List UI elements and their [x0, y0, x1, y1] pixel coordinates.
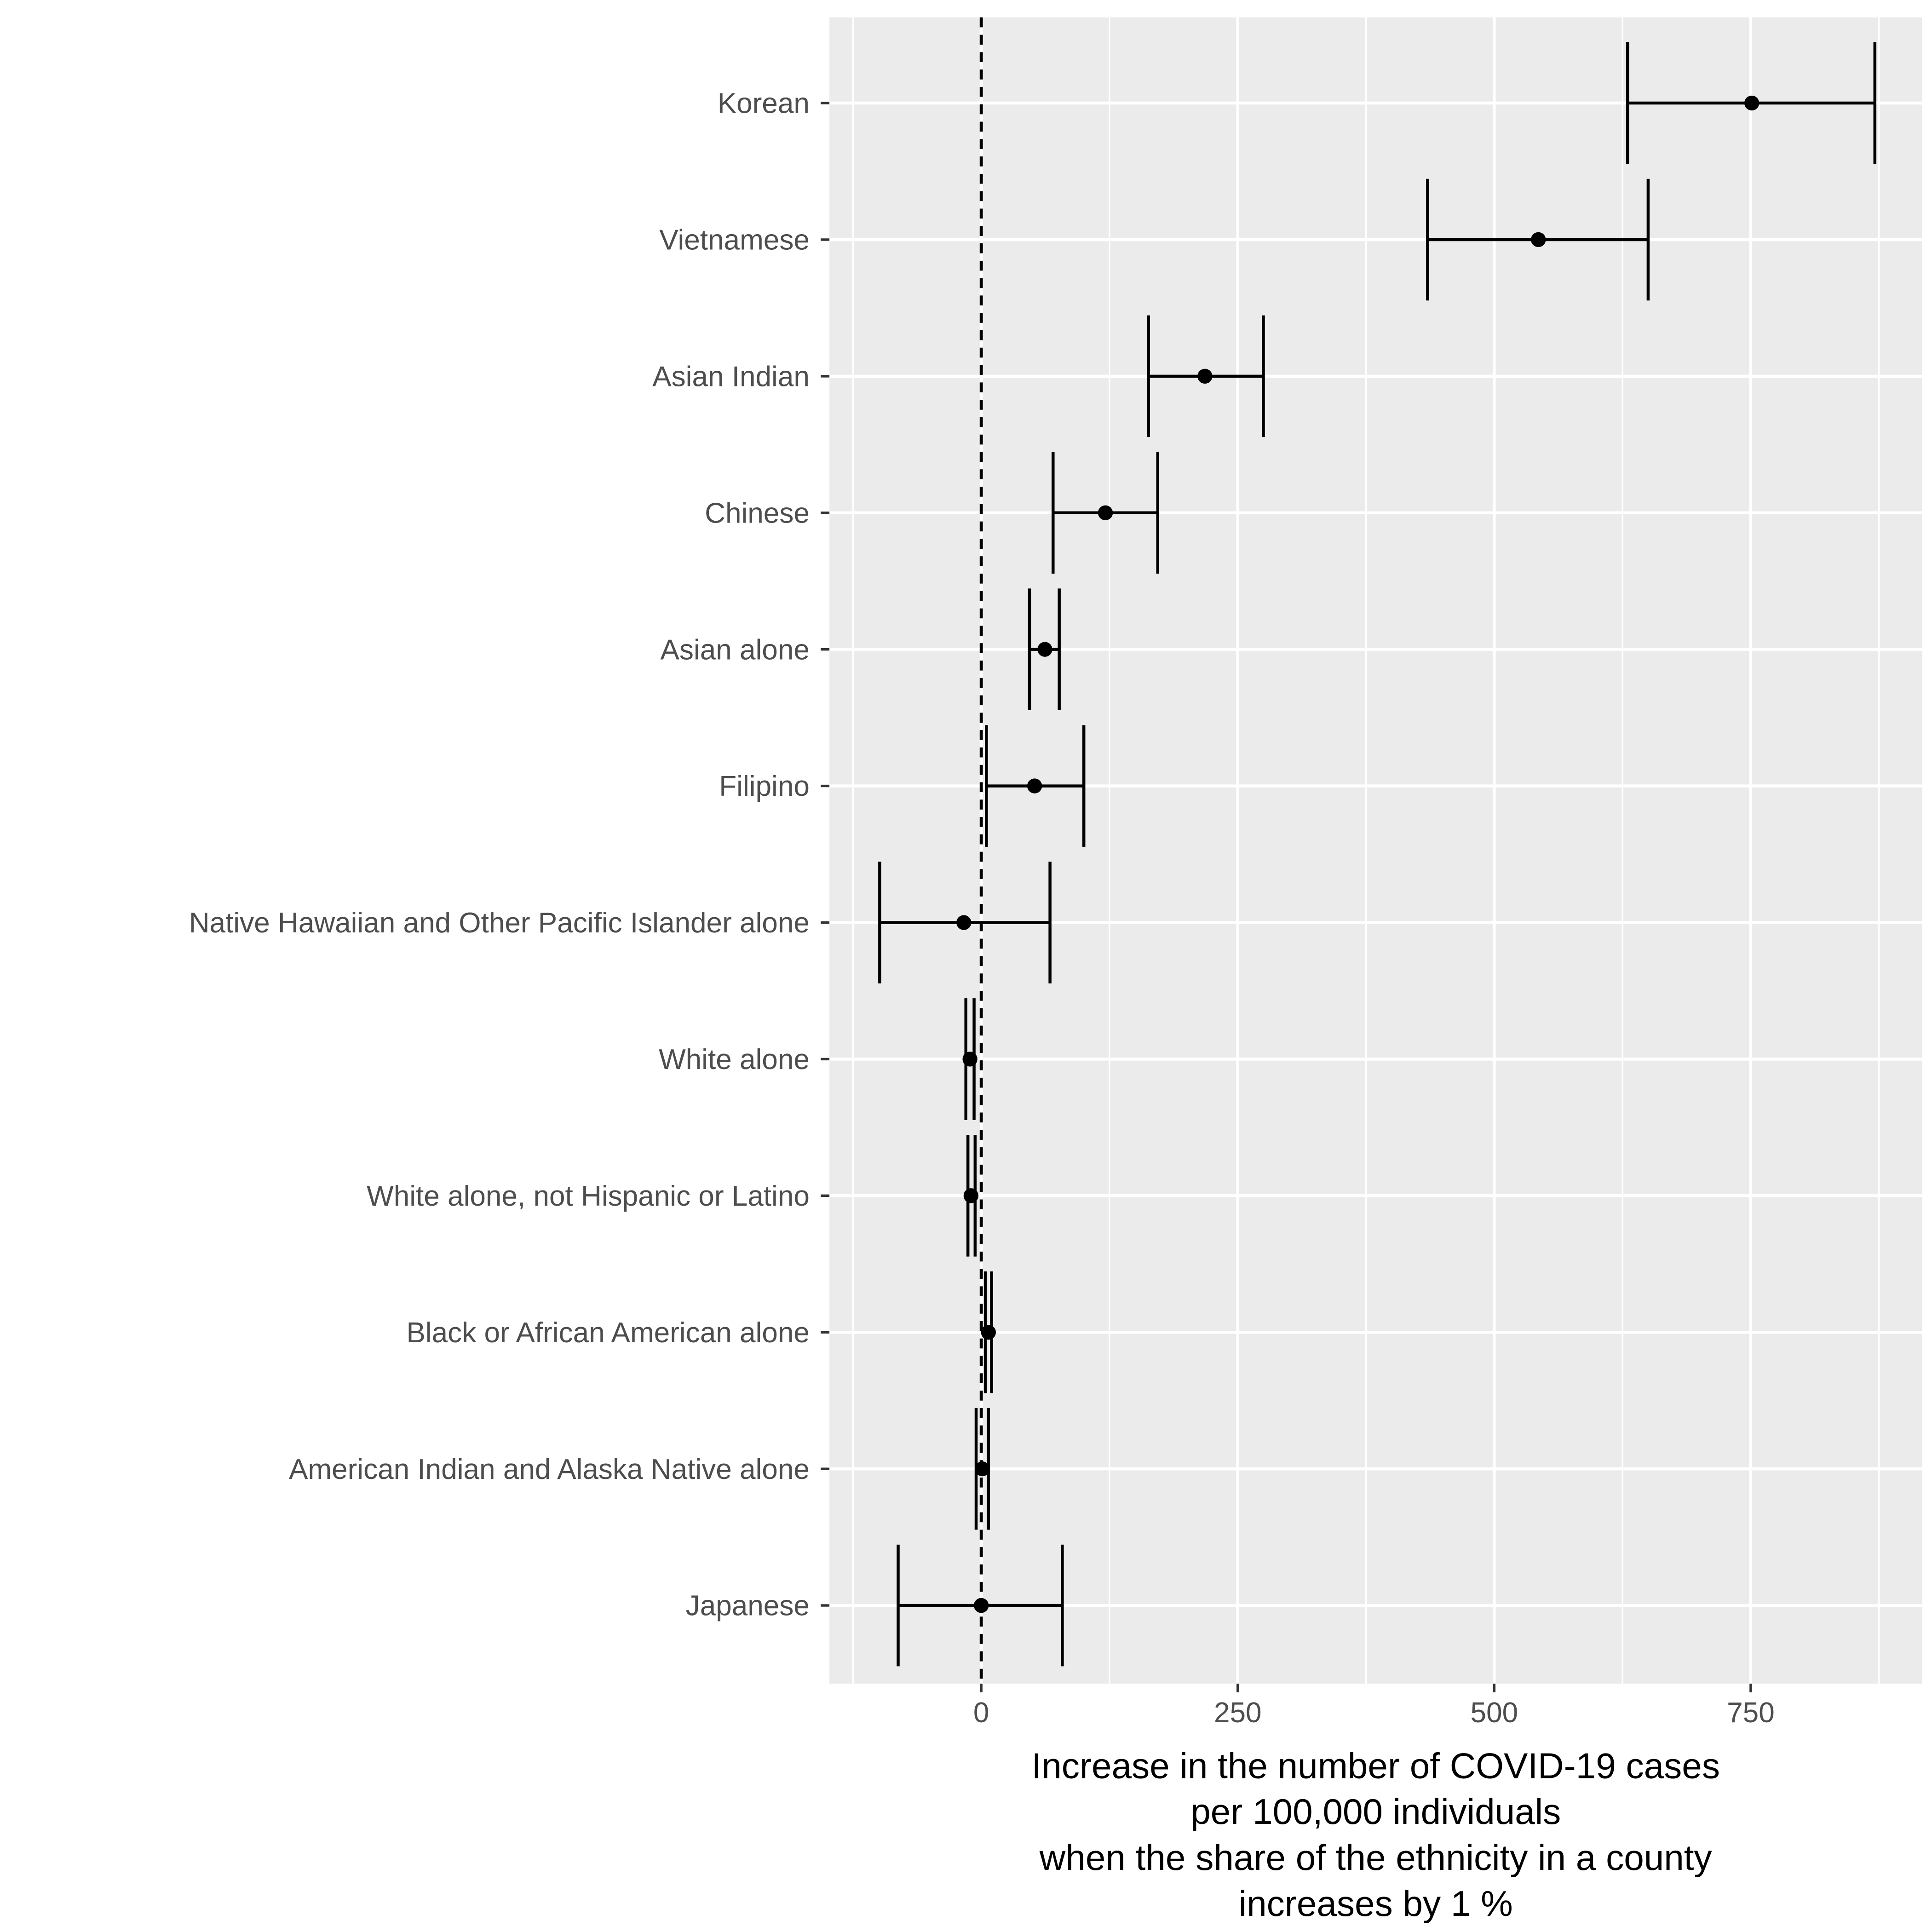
estimate-black-or-african-american-alone — [981, 1271, 996, 1393]
point-estimate — [1098, 505, 1113, 520]
x-axis-title-line-3: when the share of the ethnicity in a cou… — [1039, 1837, 1712, 1878]
estimate-asian-alone — [1028, 588, 1061, 710]
y-axis: Korean Vietnamese Asian Indian Chinese Asian… — [189, 88, 830, 1622]
x-tick-label: 750 — [1727, 1697, 1775, 1729]
estimates — [878, 42, 1877, 1667]
point-estimate — [963, 1188, 979, 1203]
y-tick-label: White alone — [659, 1044, 810, 1075]
estimate-asian-indian — [1147, 315, 1265, 437]
estimate-vietnamese — [1426, 178, 1650, 301]
estimate-american-indian-and-alaska-native-alone — [974, 1408, 990, 1530]
point-estimate — [975, 1461, 990, 1477]
x-axis: 0 250 500 750 — [973, 1684, 1775, 1729]
point-estimate — [981, 1325, 996, 1340]
point-estimate — [973, 1598, 989, 1613]
y-tick-label: Filipino — [719, 770, 810, 802]
y-tick-label: Japanese — [686, 1590, 810, 1622]
estimate-white-alone-not-hispanic-or-latino — [963, 1135, 979, 1257]
estimate-japanese — [897, 1544, 1064, 1667]
point-estimate — [1744, 95, 1760, 111]
y-tick-label: Asian alone — [660, 634, 809, 666]
point-estimate — [962, 1052, 978, 1067]
point-estimate — [1197, 368, 1213, 384]
y-tick-label: Chinese — [705, 497, 810, 529]
point-estimate — [1027, 778, 1042, 794]
point-estimate — [1531, 232, 1546, 247]
x-tick-label: 500 — [1471, 1697, 1518, 1729]
y-tick-label: Vietnamese — [659, 224, 810, 256]
y-tick-label: Black or African American alone — [406, 1317, 809, 1349]
plot-panel — [829, 17, 1922, 1684]
y-tick-label: Native Hawaiian and Other Pacific Island… — [189, 907, 810, 939]
estimate-white-alone — [962, 998, 978, 1120]
grid-lines — [829, 17, 1922, 1684]
point-estimate — [956, 915, 972, 930]
x-axis-title-line-1: Increase in the number of COVID-19 cases — [1032, 1745, 1720, 1786]
y-tick-label: Korean — [718, 88, 810, 120]
y-tick-label: American Indian and Alaska Native alone — [289, 1454, 810, 1485]
point-estimate — [1037, 642, 1052, 657]
estimate-chinese — [1052, 452, 1160, 574]
x-tick-label: 0 — [973, 1697, 989, 1729]
estimate-native-hawaiian-and-other-pacific-islander-alone — [878, 862, 1052, 983]
x-tick-label: 250 — [1214, 1697, 1262, 1729]
x-axis-title-line-2: per 100,000 individuals — [1190, 1791, 1561, 1832]
estimate-korean — [1626, 42, 1877, 164]
y-tick-label: White alone, not Hispanic or Latino — [367, 1180, 810, 1212]
x-axis-title-line-4: increases by 1 % — [1239, 1883, 1513, 1924]
y-tick-label: Asian Indian — [652, 361, 810, 392]
estimate-filipino — [985, 725, 1086, 847]
